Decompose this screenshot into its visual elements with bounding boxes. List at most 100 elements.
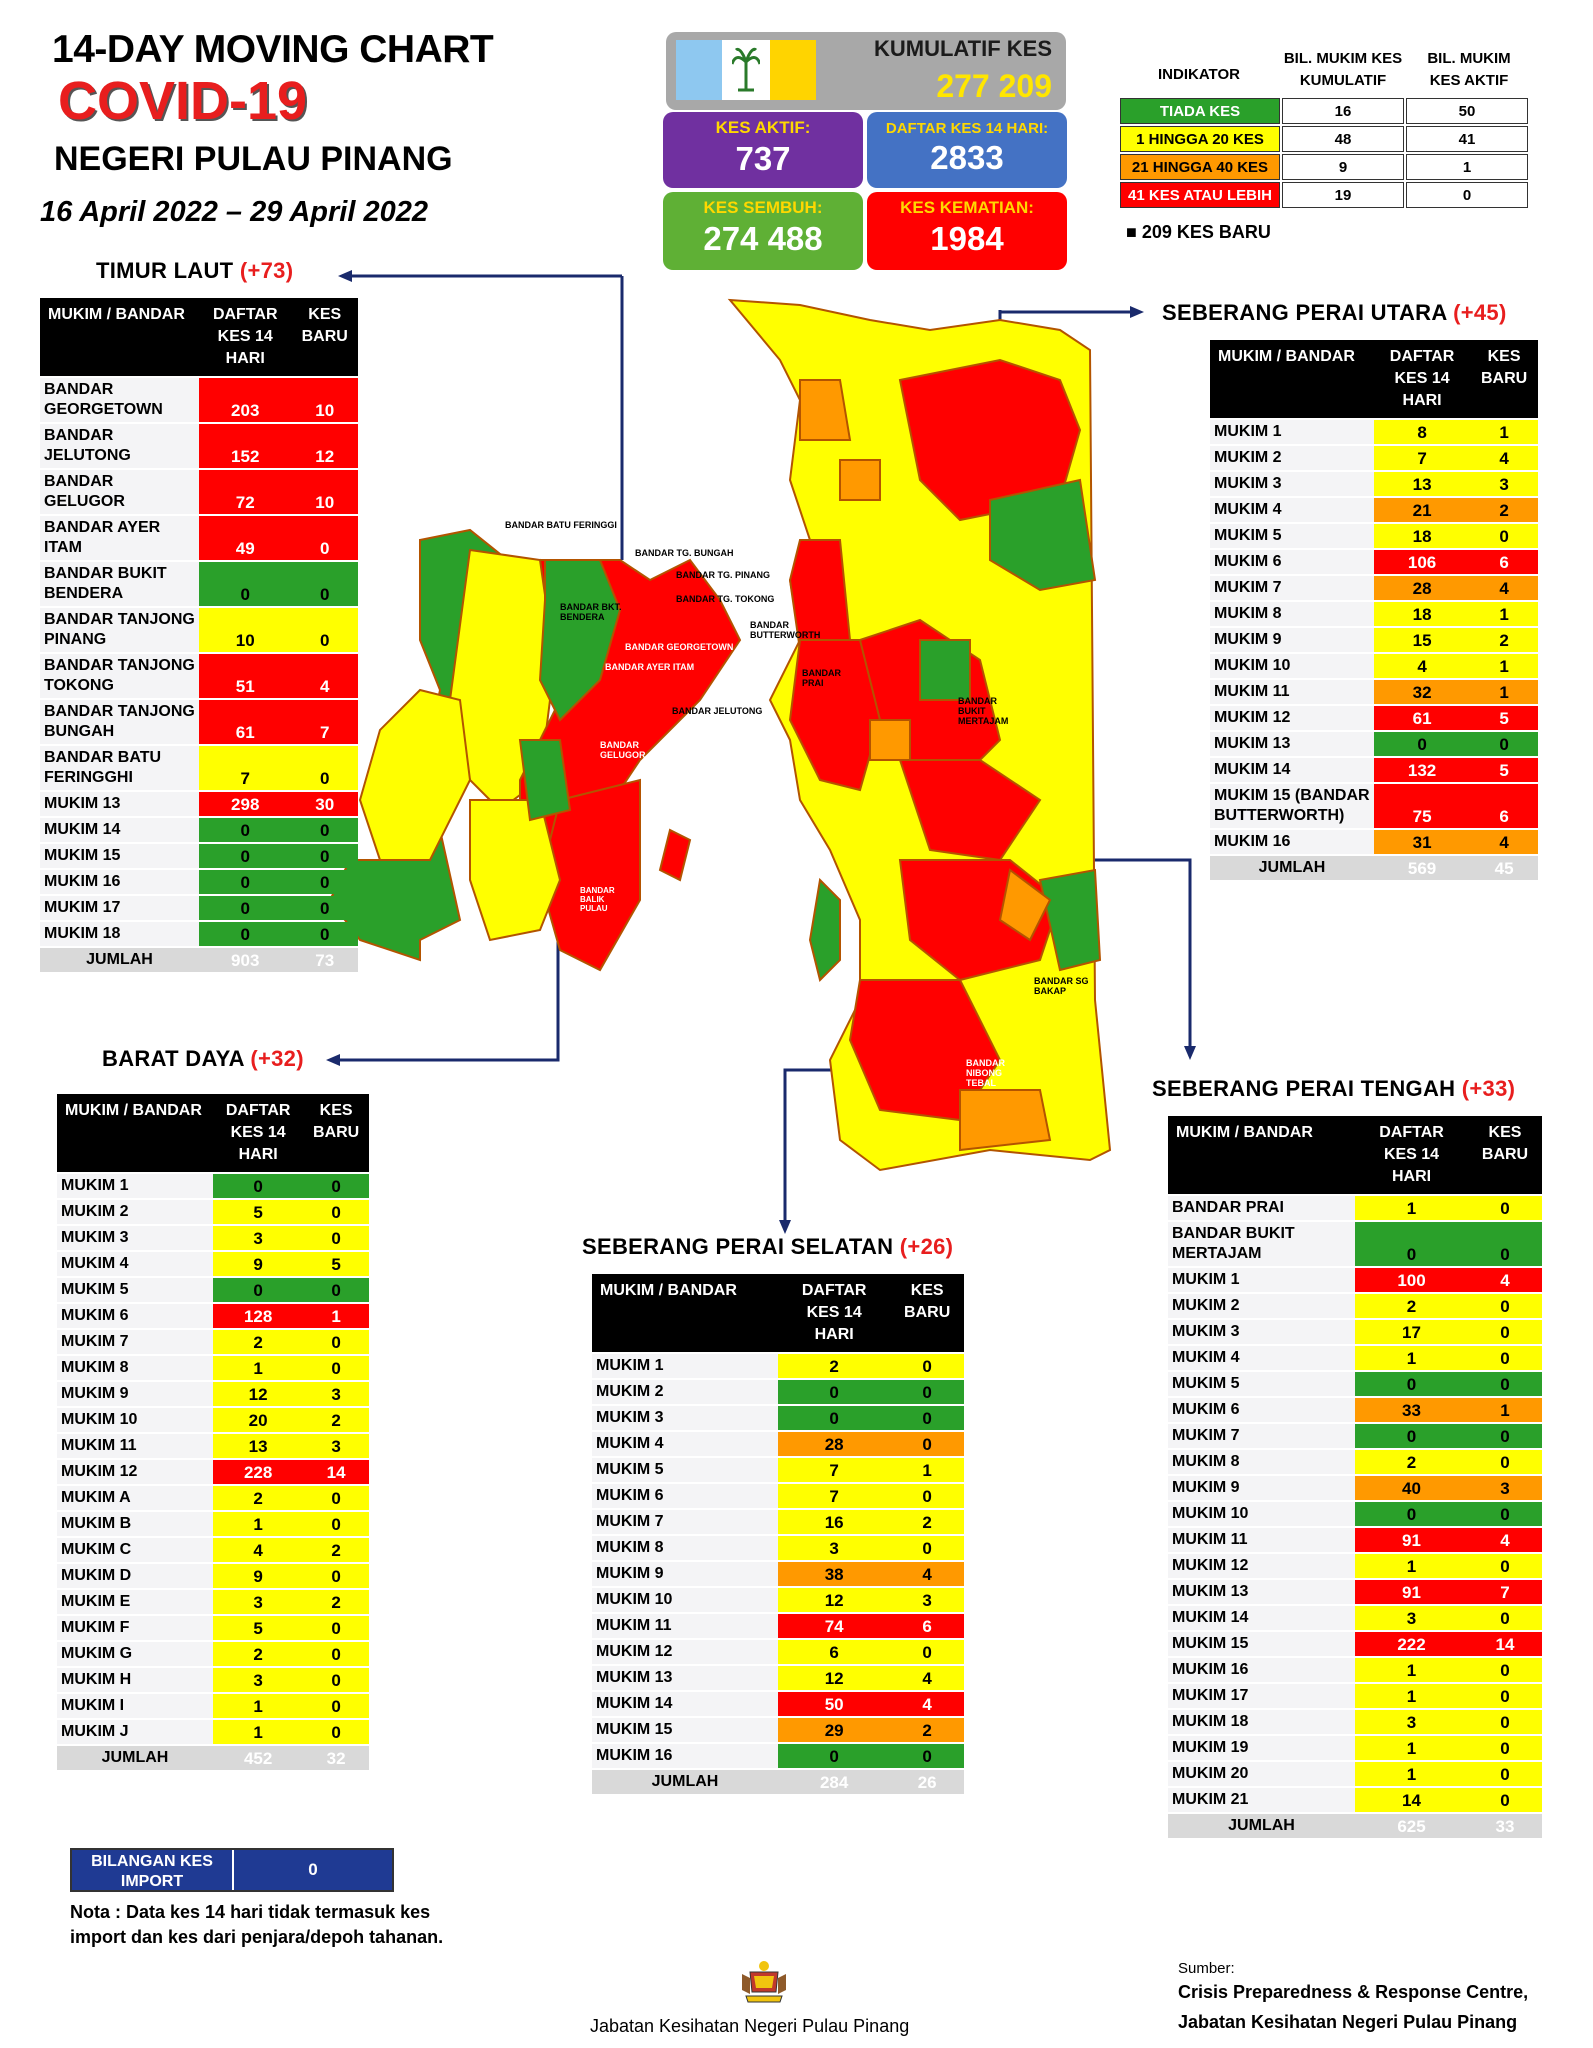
daftar-value: 21 — [1374, 498, 1471, 522]
baru-value: 0 — [1470, 732, 1538, 756]
daftar-value: 1 — [1355, 1736, 1469, 1760]
baru-value: 0 — [1468, 1762, 1542, 1786]
table-row: MUKIM 16 1 0 — [1168, 1658, 1542, 1682]
connector-spu — [998, 310, 1132, 314]
baru-value: 0 — [303, 1694, 369, 1718]
daftar-value: 28 — [778, 1432, 891, 1456]
baru-value: 0 — [1468, 1710, 1542, 1734]
daftar-value: 2 — [1355, 1450, 1469, 1474]
daftar-value: 3 — [213, 1226, 304, 1250]
section-title-spu: SEBERANG PERAI UTARA (+45) — [1162, 300, 1507, 326]
daftar-value: 132 — [1374, 758, 1471, 782]
row-label: MUKIM 20 — [1168, 1762, 1355, 1786]
baru-value: 4 — [1468, 1528, 1542, 1552]
malaysia-crest-icon — [736, 1958, 792, 2004]
column-header-baru: KES BARU — [291, 298, 358, 376]
baru-value: 0 — [303, 1174, 369, 1198]
baru-value: 7 — [291, 700, 358, 744]
row-label: MUKIM 3 — [1210, 472, 1374, 496]
map-label-tg-bungah: BANDAR TG. BUNGAH — [635, 548, 734, 558]
baru-value: 0 — [291, 608, 358, 652]
baru-value: 0 — [291, 516, 358, 560]
daftar-value: 29 — [778, 1718, 891, 1742]
section-title-timur-laut: TIMUR LAUT (+73) — [96, 258, 293, 284]
row-label: MUKIM 5 — [1168, 1372, 1355, 1396]
table-total-row: JUMLAH 569 45 — [1210, 856, 1538, 880]
baru-value: 0 — [291, 896, 358, 920]
cumulative-mukim-header: BIL. MUKIM KES KUMULATIF — [1283, 50, 1403, 89]
row-label: BANDAR TANJONG BUNGAH — [40, 700, 199, 744]
baru-value: 4 — [1470, 576, 1538, 600]
row-label: MUKIM 21 — [1168, 1788, 1355, 1812]
table-row: MUKIM 4 28 0 — [592, 1432, 964, 1456]
baru-value: 0 — [1470, 524, 1538, 548]
row-label: MUKIM 6 — [57, 1304, 213, 1328]
row-label: BANDAR BATU FERINGGHI — [40, 746, 199, 790]
baru-value: 5 — [303, 1252, 369, 1276]
row-label: MUKIM 3 — [1168, 1320, 1355, 1344]
district-increase: (+73) — [239, 258, 294, 283]
daftar-value: 152 — [199, 424, 292, 468]
table-row: MUKIM 17 1 0 — [1168, 1684, 1542, 1708]
section-title-sps: SEBERANG PERAI SELATAN (+26) — [582, 1234, 953, 1260]
baru-value: 0 — [890, 1354, 964, 1378]
indicator-row: 41 KES ATAU LEBIH 19 0 — [1120, 182, 1528, 208]
row-label: BANDAR PRAI — [1168, 1196, 1355, 1220]
row-label: MUKIM 16 — [592, 1744, 778, 1768]
active-mukim-header: BIL. MUKIM KES AKTIF — [1427, 50, 1511, 89]
baru-value: 2 — [303, 1590, 369, 1614]
daftar-value: 3 — [213, 1668, 304, 1692]
daftar-value: 8 — [1374, 420, 1471, 444]
row-label: MUKIM 5 — [1210, 524, 1374, 548]
table-total-row: JUMLAH 903 73 — [40, 948, 358, 972]
daftar-value: 3 — [778, 1536, 891, 1560]
row-label: MUKIM 11 — [1168, 1528, 1355, 1552]
row-label: BANDAR AYER ITAM — [40, 516, 199, 560]
baru-value: 4 — [890, 1666, 964, 1690]
row-label: MUKIM 4 — [1210, 498, 1374, 522]
row-label: MUKIM 17 — [1168, 1684, 1355, 1708]
total-daftar: 625 — [1355, 1814, 1469, 1838]
baru-value: 0 — [1468, 1450, 1542, 1474]
table-row: MUKIM 6 128 1 — [57, 1304, 369, 1328]
total-baru: 73 — [291, 948, 358, 972]
baru-value: 0 — [1468, 1554, 1542, 1578]
table-row: MUKIM 10 0 0 — [1168, 1502, 1542, 1526]
total-label: JUMLAH — [592, 1770, 778, 1794]
daftar-value: 1 — [1355, 1658, 1469, 1682]
row-label: MUKIM 15 — [592, 1718, 778, 1742]
table-row: MUKIM 20 1 0 — [1168, 1762, 1542, 1786]
baru-value: 4 — [1468, 1268, 1542, 1292]
map-label-bukit-bendera: BANDAR BKT. BENDERA — [560, 602, 622, 622]
baru-value: 0 — [1468, 1502, 1542, 1526]
recovered-tile: KES SEMBUH: 274 488 — [663, 192, 863, 270]
column-header-daftar: DAFTAR KES 14 HARI — [1355, 1116, 1469, 1194]
baru-value: 0 — [291, 844, 358, 868]
baru-value: 0 — [1468, 1658, 1542, 1682]
baru-value: 4 — [1470, 830, 1538, 854]
district-increase: (+45) — [1453, 300, 1507, 325]
map-label-georgetown: BANDAR GEORGETOWN — [625, 642, 734, 652]
indicator-row: 1 HINGGA 20 KES 48 41 — [1120, 126, 1528, 152]
baru-value: 0 — [291, 746, 358, 790]
new-cases-note: ■ 209 KES BARU — [1126, 222, 1271, 242]
total-daftar: 284 — [778, 1770, 891, 1794]
daftar-value: 222 — [1355, 1632, 1469, 1656]
daftar-value: 1 — [1355, 1196, 1469, 1220]
row-label: MUKIM 8 — [1210, 602, 1374, 626]
table-row: BANDAR JELUTONG 152 12 — [40, 424, 358, 468]
daftar-value: 9 — [213, 1252, 304, 1276]
daftar-value: 20 — [213, 1408, 304, 1432]
table-spu: MUKIM / BANDAR DAFTAR KES 14 HARI KES BARU… — [1210, 338, 1538, 882]
daftar-value: 9 — [213, 1564, 304, 1588]
row-label: MUKIM 10 — [1210, 654, 1374, 678]
baru-value: 0 — [303, 1512, 369, 1536]
cumulative-tile: KUMULATIF KES 277 209 — [666, 32, 1066, 110]
section-title-spt: SEBERANG PERAI TENGAH (+33) — [1152, 1076, 1515, 1102]
total-baru: 33 — [1468, 1814, 1542, 1838]
row-label: BANDAR TANJONG TOKONG — [40, 654, 199, 698]
total-label: JUMLAH — [57, 1746, 213, 1770]
table-row: MUKIM 7 28 4 — [1210, 576, 1538, 600]
